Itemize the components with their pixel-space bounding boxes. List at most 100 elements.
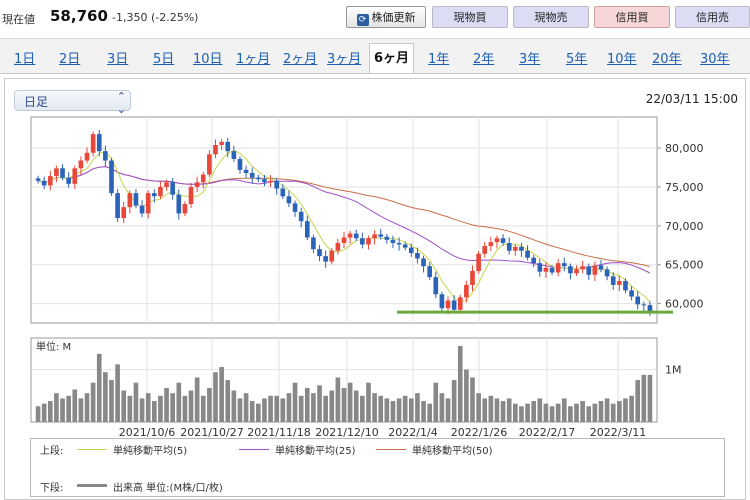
tab-1m[interactable]: 1ヶ月 bbox=[236, 52, 271, 67]
candle bbox=[188, 186, 194, 205]
tab-1y[interactable]: 1年 bbox=[428, 52, 450, 67]
tab-2y[interactable]: 2年 bbox=[473, 52, 495, 67]
candle bbox=[360, 238, 365, 245]
candle bbox=[610, 276, 616, 285]
ma5-legend-line bbox=[77, 449, 107, 450]
candle bbox=[103, 151, 108, 161]
legend-ma25: 単純移動平均(25) bbox=[275, 446, 356, 457]
candle bbox=[176, 194, 182, 214]
tab-10y[interactable]: 10年 bbox=[607, 52, 637, 67]
candle bbox=[311, 237, 316, 250]
candle bbox=[286, 196, 292, 204]
price-axis-label: 60,000 bbox=[665, 298, 704, 311]
period-select[interactable]: 日足 ⌃ ⌄ bbox=[14, 90, 131, 116]
cash-buy-button[interactable]: 現物買 bbox=[432, 6, 508, 28]
candle bbox=[506, 242, 512, 251]
volume-bar bbox=[219, 366, 224, 422]
candle bbox=[592, 265, 598, 275]
volume-bar bbox=[115, 364, 120, 422]
volume-bar bbox=[457, 346, 463, 422]
tab-5d[interactable]: 5日 bbox=[153, 52, 175, 67]
volume-bar bbox=[170, 393, 175, 422]
candle bbox=[617, 281, 622, 285]
candle bbox=[421, 258, 426, 267]
volume-bar bbox=[207, 387, 212, 422]
date-axis-label: 2021/10/6 bbox=[119, 426, 175, 439]
margin-buy-button[interactable]: 信用買 bbox=[594, 6, 670, 28]
volume-bar bbox=[292, 382, 298, 422]
tab-2d[interactable]: 2日 bbox=[59, 52, 81, 67]
tab-6m[interactable]: 6ヶ月 bbox=[369, 43, 415, 73]
candle bbox=[151, 193, 157, 197]
candle bbox=[604, 269, 610, 277]
margin-sell-button[interactable]: 信用売 bbox=[675, 6, 750, 28]
candle bbox=[439, 294, 445, 309]
volume-bar bbox=[635, 380, 641, 422]
volume-bar bbox=[610, 403, 616, 422]
candle bbox=[549, 267, 555, 273]
tab-5y[interactable]: 5年 bbox=[566, 52, 588, 67]
candle bbox=[60, 168, 65, 178]
volume-bar bbox=[647, 374, 653, 422]
volume-bar bbox=[286, 393, 292, 422]
candle bbox=[237, 158, 243, 170]
tab-20y[interactable]: 20年 bbox=[652, 52, 682, 67]
candle bbox=[317, 249, 322, 257]
tab-30y[interactable]: 30年 bbox=[700, 52, 730, 67]
candle bbox=[268, 180, 273, 183]
volume-bar bbox=[256, 403, 261, 422]
date-axis-label: 2022/3/11 bbox=[590, 426, 646, 439]
volume-bar bbox=[335, 377, 341, 422]
candle bbox=[470, 270, 475, 285]
update-price-label: 株価更新 bbox=[371, 11, 416, 24]
candle bbox=[580, 266, 585, 270]
tab-1d[interactable]: 1日 bbox=[14, 52, 36, 67]
tab-3d[interactable]: 3日 bbox=[107, 52, 129, 67]
candle bbox=[84, 152, 90, 161]
volume-bar bbox=[249, 401, 255, 422]
cash-sell-button[interactable]: 現物売 bbox=[513, 6, 589, 28]
tab-2m[interactable]: 2ヶ月 bbox=[283, 52, 318, 67]
candle bbox=[335, 242, 341, 251]
candle bbox=[41, 180, 47, 186]
volume-bar bbox=[494, 398, 500, 422]
volume-bar bbox=[96, 353, 102, 422]
candle bbox=[543, 267, 549, 272]
volume-bar bbox=[103, 372, 108, 422]
candle bbox=[629, 290, 634, 297]
volume-bar bbox=[298, 395, 304, 422]
tab-3m[interactable]: 3ヶ月 bbox=[327, 52, 362, 67]
candle bbox=[513, 246, 518, 251]
candle bbox=[109, 160, 114, 194]
candle bbox=[366, 238, 371, 245]
candle bbox=[158, 186, 163, 197]
update-price-button[interactable]: ⟳ 株価更新 bbox=[346, 6, 426, 28]
candle bbox=[72, 168, 78, 184]
volume-bar bbox=[225, 380, 231, 422]
candle bbox=[525, 250, 530, 258]
volume-bar bbox=[513, 403, 518, 422]
volume-bar bbox=[531, 401, 537, 422]
volume-bar bbox=[145, 393, 151, 422]
candle bbox=[372, 234, 377, 239]
period-tabs: 1日 2日 3日 5日 10日 1ヶ月 2ヶ月 3ヶ月 6ヶ月 1年 2年 3年… bbox=[0, 38, 750, 74]
candle bbox=[145, 193, 151, 214]
candle bbox=[402, 244, 408, 248]
candle bbox=[323, 256, 328, 262]
candle bbox=[433, 277, 439, 295]
candle bbox=[66, 177, 71, 184]
tab-10d[interactable]: 10日 bbox=[193, 52, 223, 67]
candle bbox=[598, 265, 604, 270]
volume-bar bbox=[304, 387, 310, 422]
volume-bar bbox=[470, 377, 475, 422]
volume-bars bbox=[35, 346, 653, 422]
candle bbox=[207, 154, 212, 175]
volume-bar bbox=[415, 393, 420, 422]
tab-3y[interactable]: 3年 bbox=[519, 52, 541, 67]
volume-axis-label: 1M bbox=[665, 364, 682, 377]
volume-bar bbox=[464, 369, 469, 422]
legend-ma50: 単純移動平均(50) bbox=[412, 446, 493, 457]
legend-lower-label: 下段: bbox=[40, 483, 64, 494]
date-axis-label: 2021/12/10 bbox=[315, 426, 378, 439]
volume-bar bbox=[121, 390, 127, 422]
